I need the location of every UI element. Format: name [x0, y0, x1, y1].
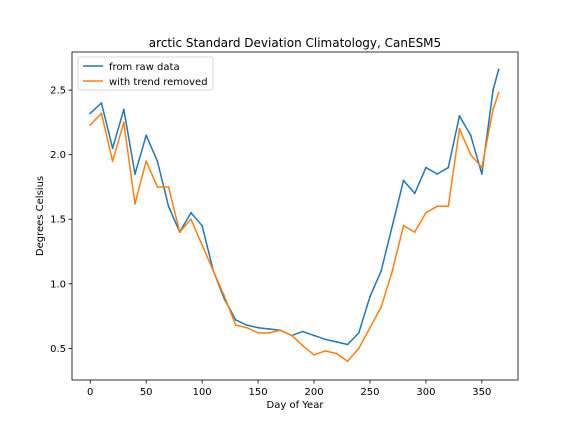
data-point: [357, 331, 360, 334]
data-point: [324, 350, 327, 352]
plot-lines: [89, 68, 500, 363]
legend-box: [77, 56, 214, 91]
data-point: [111, 160, 114, 163]
data-point: [380, 306, 383, 308]
data-point: [313, 334, 315, 337]
data-point: [156, 160, 159, 163]
data-point: [234, 319, 237, 321]
data-point: [402, 224, 405, 227]
x-tick-label: 0: [87, 387, 93, 398]
data-point: [369, 295, 371, 298]
y-tick-label: 0.5: [50, 344, 66, 355]
data-point: [301, 344, 304, 347]
data-point: [212, 269, 215, 272]
data-point: [458, 127, 461, 130]
data-point: [134, 173, 136, 175]
data-point: [425, 166, 427, 169]
y-axis: 0.5 1.0 1.5 2.0 2.5: [50, 86, 72, 355]
data-point: [402, 179, 405, 182]
data-point: [257, 331, 259, 334]
data-point: [447, 205, 450, 208]
data-point: [268, 331, 271, 334]
legend-label-raw-data: from raw data: [109, 62, 180, 73]
data-point: [89, 112, 92, 115]
data-point: [145, 134, 148, 137]
data-point: [492, 108, 494, 111]
series-points-1: [89, 91, 500, 363]
data-point: [301, 330, 304, 333]
data-point: [413, 231, 416, 234]
data-point: [122, 121, 125, 124]
data-point: [313, 353, 315, 356]
y-tick-label: 1.0: [50, 279, 66, 290]
data-point: [469, 153, 472, 156]
y-axis-label: Degrees Celsius: [35, 176, 46, 256]
legend-label-trend-removed: with trend removed: [109, 77, 208, 88]
data-point: [245, 326, 248, 329]
data-point: [279, 329, 282, 332]
data-point: [268, 328, 271, 330]
data-point: [190, 218, 192, 221]
data-point: [447, 166, 450, 169]
data-point: [201, 224, 204, 227]
data-point: [145, 160, 148, 163]
x-tick-label: 250: [360, 387, 379, 398]
data-point: [223, 295, 226, 298]
series-line-0: [89, 69, 500, 346]
data-point: [167, 205, 170, 208]
data-point: [134, 202, 136, 205]
data-point: [346, 360, 349, 363]
data-point: [436, 205, 438, 208]
chart-title: arctic Standard Deviation Climatology, C…: [149, 36, 441, 50]
data-point: [391, 269, 394, 272]
data-point: [190, 211, 192, 214]
data-point: [245, 324, 248, 327]
data-point: [497, 91, 500, 94]
data-point: [111, 147, 114, 150]
data-point: [234, 324, 237, 327]
x-axis: 0 50 100 150 200 250 300 350: [87, 380, 491, 398]
data-point: [380, 269, 383, 272]
plot-frame: [71, 51, 519, 381]
data-point: [100, 112, 103, 115]
data-point: [391, 224, 394, 227]
data-point: [89, 124, 92, 126]
y-tick-label: 2.0: [50, 150, 66, 161]
data-point: [335, 352, 338, 355]
x-tick-label: 300: [416, 387, 435, 398]
data-point: [201, 244, 204, 246]
data-point: [178, 231, 181, 234]
data-point: [497, 68, 500, 71]
data-point: [290, 334, 293, 337]
data-point: [156, 186, 159, 188]
data-point: [122, 108, 125, 111]
data-point: [369, 326, 371, 329]
data-point: [357, 347, 360, 350]
data-point: [436, 173, 438, 175]
data-point: [335, 341, 338, 343]
series-line-1: [89, 92, 500, 363]
data-point: [413, 192, 416, 195]
data-point: [469, 134, 472, 137]
x-tick-label: 350: [472, 387, 491, 398]
x-tick-label: 50: [140, 387, 153, 398]
data-point: [324, 338, 327, 341]
data-point: [425, 211, 427, 214]
data-point: [458, 115, 461, 117]
data-point: [480, 166, 483, 169]
y-tick-label: 1.5: [50, 215, 66, 226]
data-point: [346, 343, 349, 346]
data-point: [167, 186, 170, 188]
x-tick-label: 200: [304, 387, 323, 398]
data-point: [100, 102, 103, 104]
data-point: [492, 89, 494, 91]
legend: from raw data with trend removed: [77, 56, 214, 91]
x-axis-label: Day of Year: [267, 400, 325, 411]
x-tick-label: 100: [193, 387, 212, 398]
y-tick-label: 2.5: [50, 86, 66, 97]
x-tick-label: 150: [249, 387, 268, 398]
data-point: [257, 326, 259, 329]
data-point: [480, 173, 483, 175]
